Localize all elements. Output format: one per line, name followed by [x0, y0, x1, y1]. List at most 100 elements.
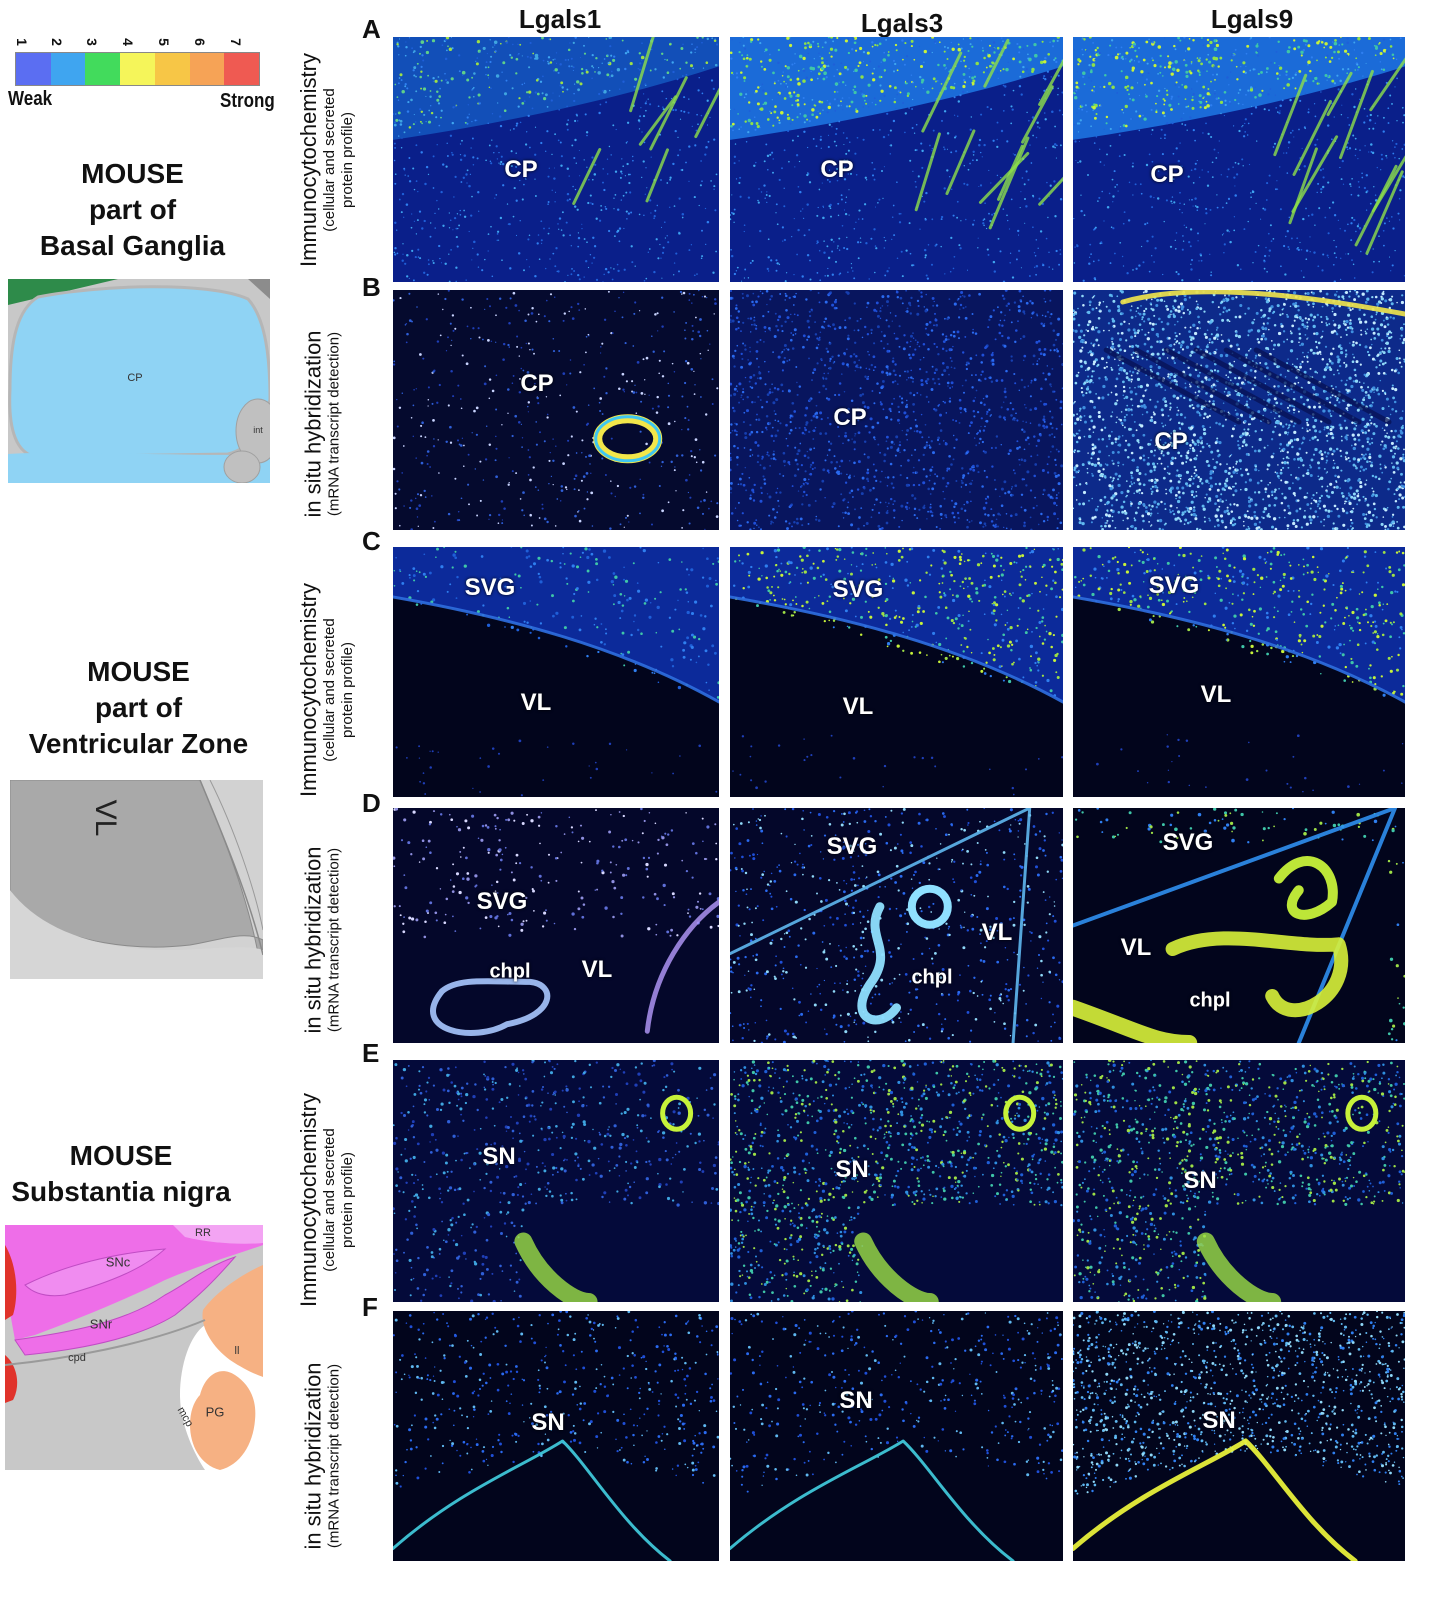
heading-line: part of [88, 194, 177, 225]
micrograph-b-lgals3: CP [730, 290, 1063, 530]
scale-number-7: 7 [227, 38, 244, 46]
micrograph-d-lgals9: SVG VL chpl [1073, 808, 1405, 1043]
panel-letter-d: D [362, 788, 381, 818]
method-detail: protein profile) [338, 642, 356, 738]
method-label: in situ hybridization [300, 1362, 326, 1550]
region-label-sn: SN [1202, 1407, 1236, 1434]
intensity-scale: 1 2 3 4 5 6 7 Weak Strong [0, 0, 280, 120]
heading-line: MOUSE [69, 1140, 173, 1171]
micrograph-e-lgals9: SN [1073, 1060, 1405, 1302]
region-label-cp: CP [520, 370, 554, 397]
micrograph-c-lgals9: SVG VL [1073, 547, 1405, 797]
micrograph-a-lgals9: CP [1073, 37, 1405, 282]
scale-swatch [85, 53, 121, 85]
atlas-label-pg: PG [205, 1404, 225, 1420]
scale-weak-label: Weak [8, 88, 53, 110]
scale-swatch [154, 53, 190, 85]
region-label-vl: VL [1200, 681, 1232, 708]
method-detail: (cellular and secreted [321, 88, 339, 232]
method-detail: protein profile) [338, 1152, 356, 1248]
heading-line: Basal Ganglia [39, 230, 226, 261]
heading-line: part of [94, 692, 183, 723]
region-label-chpl: chpl [489, 960, 531, 983]
micrograph-a-lgals3: CP [730, 37, 1063, 282]
micrograph-c-lgals1: SVG VL [393, 547, 719, 797]
scale-number-4: 4 [119, 38, 136, 46]
scale-number-6: 6 [191, 38, 208, 46]
region-label-chpl: chpl [1189, 989, 1231, 1012]
method-detail: (cellular and secreted [321, 618, 339, 762]
region-label-sn: SN [531, 1409, 565, 1436]
scale-color-bar [15, 52, 260, 86]
atlas-label-rr: RR [195, 1227, 211, 1239]
region-label-svg: SVG [476, 888, 528, 915]
micrograph-f-lgals1: SN [393, 1311, 719, 1561]
atlas-ventricular-zone: VL [10, 780, 263, 979]
column-header-lgals3: Lgals3 [860, 8, 944, 38]
scale-number-2: 2 [48, 38, 65, 46]
region-label-cp: CP [504, 156, 538, 183]
panel-letter-e: E [362, 1038, 380, 1068]
method-detail: (mRNA transcript detection) [326, 847, 344, 1033]
region-label-svg: SVG [1148, 572, 1200, 599]
region-label-sn: SN [482, 1143, 516, 1170]
atlas-label-cp: CP [127, 372, 143, 384]
micrograph-b-lgals9: CP [1073, 290, 1405, 530]
scale-number-3: 3 [83, 38, 100, 46]
micrograph-e-lgals1: SN [393, 1060, 719, 1302]
method-label: Immunocytochemistry [296, 53, 322, 267]
scale-swatch [120, 53, 155, 85]
region-label-svg: SVG [464, 574, 516, 601]
region-label-vl: VL [842, 693, 874, 720]
scale-number-1: 1 [13, 38, 30, 46]
region-label-svg: SVG [826, 833, 878, 860]
region-label-cp: CP [820, 156, 854, 183]
section-heading-substantia-nigra: MOUSE Substantia nigra [0, 1138, 242, 1210]
region-label-cp: CP [833, 404, 867, 431]
scale-strong-label: Strong [220, 90, 275, 112]
region-label-vl: VL [581, 956, 613, 983]
region-label-vl: VL [1120, 934, 1152, 961]
region-label-sn: SN [835, 1156, 869, 1183]
heading-line: Ventricular Zone [28, 728, 249, 759]
method-detail: (mRNA transcript detection) [326, 1363, 344, 1549]
column-header-lgals1: Lgals1 [518, 4, 602, 34]
scale-swatch [224, 53, 260, 85]
atlas-label-snr: SNr [89, 1316, 113, 1332]
atlas-substantia-nigra: RR SNc SNr cpd ll mcp PG [5, 1225, 263, 1470]
scale-number-5: 5 [155, 38, 172, 46]
method-label: in situ hybridization [300, 846, 326, 1034]
scale-swatch [189, 53, 225, 85]
section-heading-ventricular-zone: MOUSE part of Ventricular Zone [6, 654, 271, 762]
scale-swatch [50, 53, 86, 85]
panel-letter-a: A [362, 14, 381, 44]
region-label-svg: SVG [1162, 829, 1214, 856]
micrograph-f-lgals9: SN [1073, 1311, 1405, 1561]
panel-letter-f: F [362, 1292, 378, 1322]
method-detail: protein profile) [338, 112, 356, 208]
region-label-sn: SN [839, 1387, 873, 1414]
panel-letter-c: C [362, 526, 381, 556]
micrograph-d-lgals3: SVG VL chpl [730, 808, 1063, 1043]
method-label: in situ hybridization [300, 330, 326, 518]
column-header-lgals9: Lgals9 [1210, 4, 1294, 34]
atlas-label-int: int [253, 425, 263, 435]
scale-swatch [16, 53, 51, 85]
atlas-label-snc: SNc [105, 1254, 131, 1270]
micrograph-e-lgals3: SN [730, 1060, 1063, 1302]
atlas-label-vl: VL [89, 799, 122, 837]
micrograph-d-lgals1: SVG VL chpl [393, 808, 719, 1043]
section-heading-basal-ganglia: MOUSE part of Basal Ganglia [0, 156, 265, 264]
method-label: Immunocytochemistry [296, 1093, 322, 1307]
micrograph-c-lgals3: SVG VL [730, 547, 1063, 797]
heading-line: MOUSE [81, 158, 184, 189]
region-label-vl: VL [981, 919, 1013, 946]
region-label-chpl: chpl [911, 966, 953, 989]
atlas-label-ll: ll [234, 1345, 240, 1357]
method-detail: (cellular and secreted [321, 1128, 339, 1272]
micrograph-b-lgals1: CP [393, 290, 719, 530]
method-detail: (mRNA transcript detection) [326, 331, 344, 517]
micrograph-a-lgals1: CP [393, 37, 719, 282]
heading-line: Substantia nigra [11, 1176, 231, 1207]
region-label-cp: CP [1150, 161, 1184, 188]
